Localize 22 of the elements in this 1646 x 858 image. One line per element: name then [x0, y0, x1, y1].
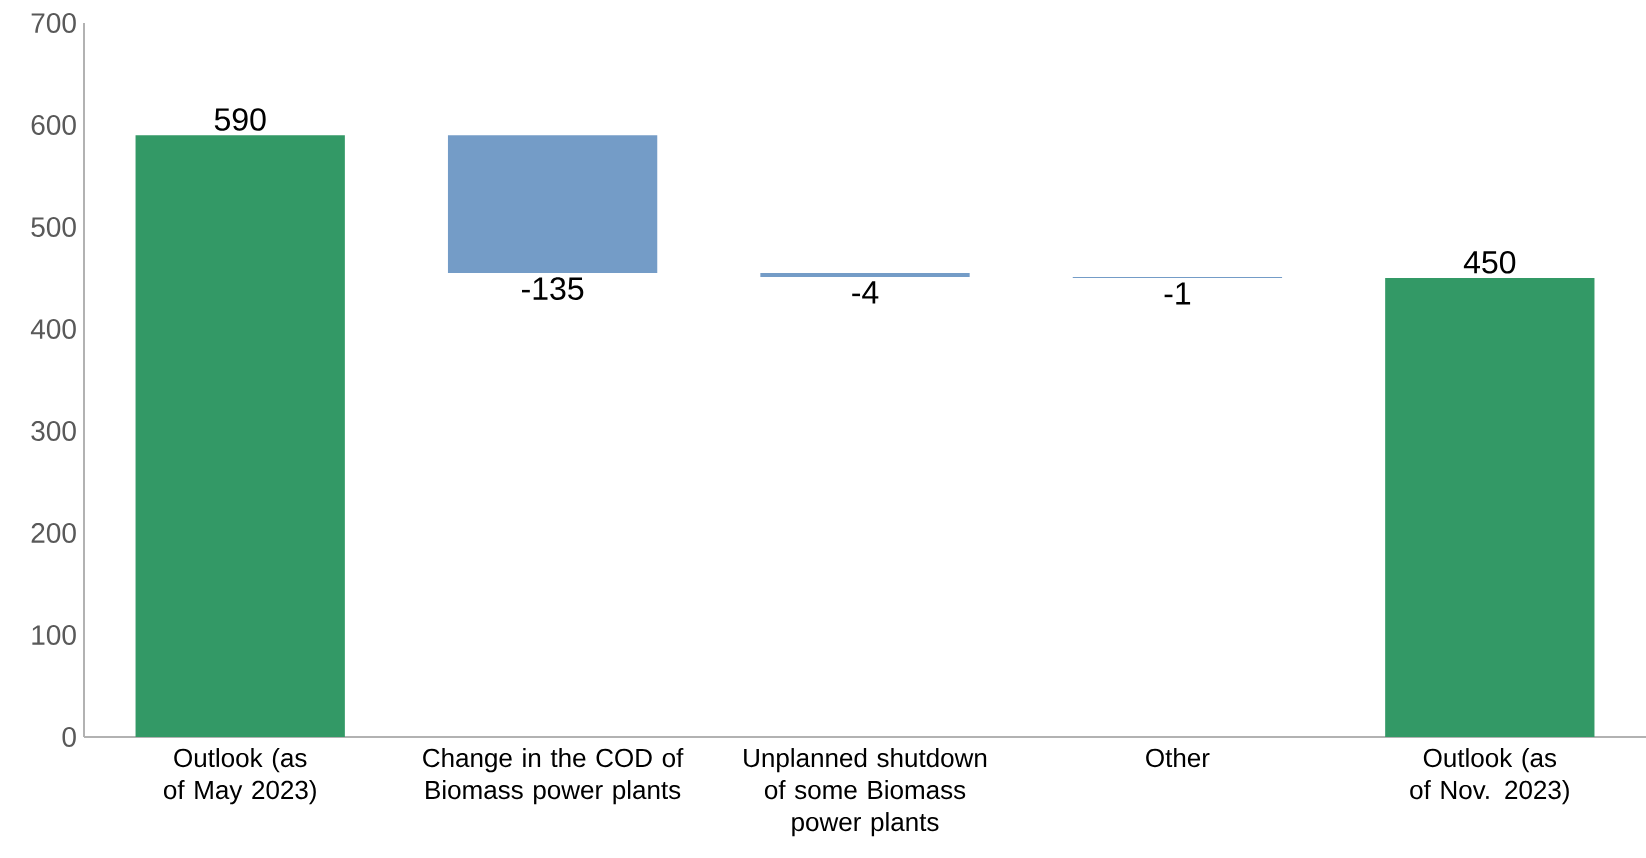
data-label: 590	[214, 108, 266, 131]
data-label: 450	[1463, 250, 1516, 274]
y-tick-label: 600	[31, 115, 76, 135]
x-tick-label: Unplanned shutdown of some Biomass power plants	[744, 748, 987, 837]
y-tick-label: 700	[31, 13, 76, 33]
y-tick-label: 100	[32, 625, 76, 645]
y-tick-label: 0	[62, 727, 76, 747]
data-label: -135	[522, 277, 584, 300]
y-tick-label: 500	[31, 217, 76, 237]
x-tick-label: Change in the COD of Biomass power plants	[423, 748, 684, 805]
bar	[447, 135, 658, 273]
y-tick-label: 200	[31, 523, 76, 543]
data-label: -4	[852, 281, 879, 304]
x-tick-label: Outlook (as of May 2023)	[163, 748, 316, 805]
y-tick-label: 300	[31, 421, 76, 441]
x-tick-label: Outlook (as of Nov. 2023)	[1410, 748, 1569, 805]
x-tick-label: Other	[1146, 748, 1210, 768]
bar	[760, 272, 970, 277]
bar	[135, 135, 345, 737]
y-tick-label: 400	[30, 319, 76, 339]
data-label: -1	[1164, 282, 1191, 305]
bar	[1385, 278, 1595, 737]
